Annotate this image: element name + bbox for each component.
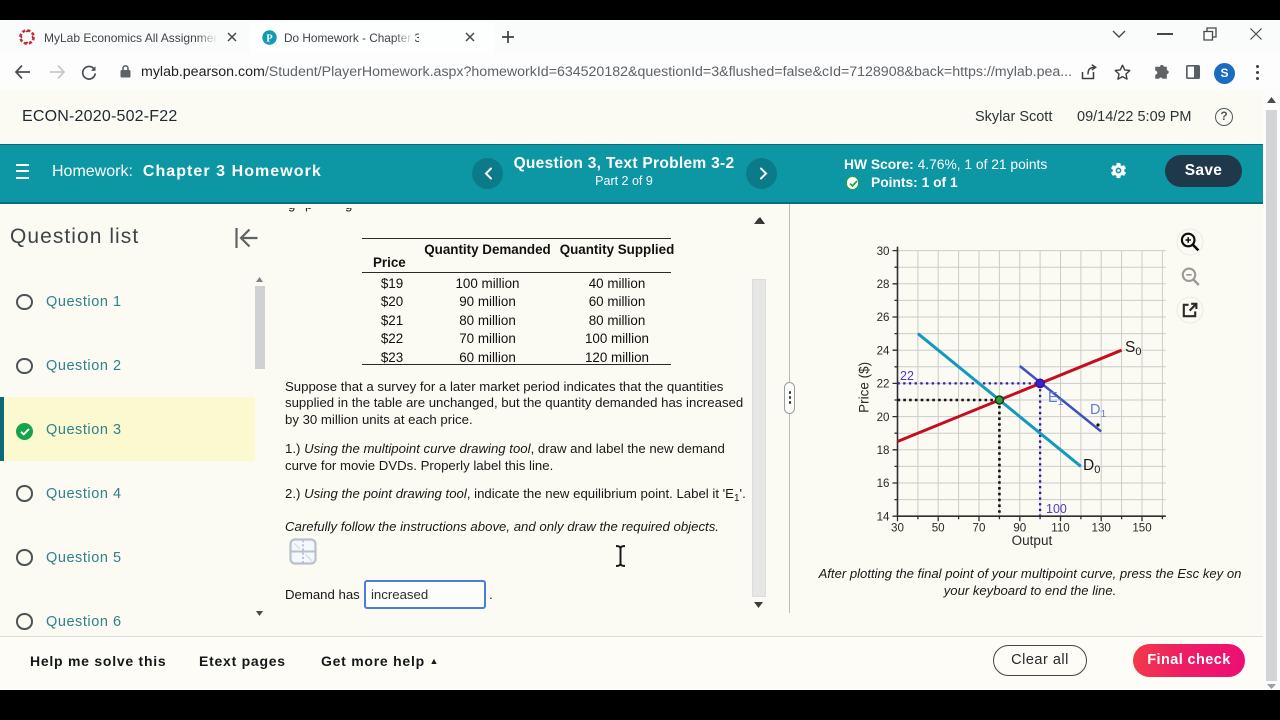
svg-text:E1: E1 bbox=[1048, 390, 1064, 408]
svg-text:D1: D1 bbox=[1090, 402, 1106, 420]
svg-text:18: 18 bbox=[877, 444, 890, 457]
svg-text:22: 22 bbox=[900, 369, 914, 383]
svg-text:130: 130 bbox=[1092, 522, 1111, 535]
svg-text:D0: D0 bbox=[1083, 457, 1100, 476]
svg-text:P: P bbox=[266, 33, 273, 44]
svg-text:20: 20 bbox=[877, 411, 890, 424]
svg-text:30: 30 bbox=[891, 522, 904, 535]
svg-text:22: 22 bbox=[877, 378, 890, 391]
svg-text:26: 26 bbox=[877, 311, 890, 324]
svg-text:28: 28 bbox=[877, 278, 890, 291]
svg-text:100: 100 bbox=[1046, 502, 1067, 516]
svg-text:14: 14 bbox=[877, 510, 890, 523]
svg-text:24: 24 bbox=[877, 344, 890, 357]
svg-text:16: 16 bbox=[877, 477, 890, 490]
svg-text:S0: S0 bbox=[1125, 339, 1141, 358]
svg-text:30: 30 bbox=[877, 245, 890, 258]
svg-text:Price ($): Price ($) bbox=[857, 362, 872, 413]
svg-text:70: 70 bbox=[973, 522, 986, 535]
svg-text:50: 50 bbox=[932, 522, 945, 535]
svg-text:110: 110 bbox=[1051, 522, 1069, 535]
svg-text:Output: Output bbox=[1012, 533, 1053, 548]
svg-text:90: 90 bbox=[1013, 522, 1026, 535]
svg-text:150: 150 bbox=[1132, 522, 1151, 535]
